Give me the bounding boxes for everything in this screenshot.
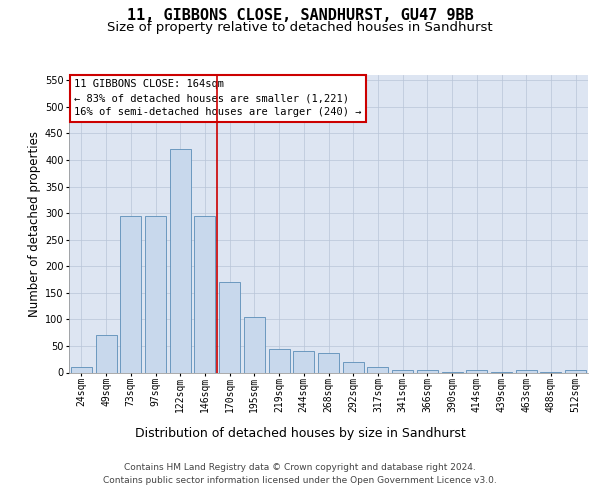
Bar xyxy=(244,316,265,372)
Bar xyxy=(466,370,487,372)
Text: Size of property relative to detached houses in Sandhurst: Size of property relative to detached ho… xyxy=(107,21,493,34)
Bar xyxy=(516,370,537,372)
Text: 11 GIBBONS CLOSE: 164sqm
← 83% of detached houses are smaller (1,221)
16% of sem: 11 GIBBONS CLOSE: 164sqm ← 83% of detach… xyxy=(74,80,362,118)
Bar xyxy=(318,353,339,372)
Bar xyxy=(417,370,438,372)
Bar xyxy=(71,367,92,372)
Bar xyxy=(269,348,290,372)
Bar xyxy=(120,216,141,372)
Bar xyxy=(565,370,586,372)
Bar xyxy=(170,150,191,372)
Bar xyxy=(367,367,388,372)
Bar xyxy=(392,370,413,372)
Bar xyxy=(219,282,240,372)
Text: Contains public sector information licensed under the Open Government Licence v3: Contains public sector information licen… xyxy=(103,476,497,485)
Bar xyxy=(343,362,364,372)
Text: Distribution of detached houses by size in Sandhurst: Distribution of detached houses by size … xyxy=(134,428,466,440)
Text: 11, GIBBONS CLOSE, SANDHURST, GU47 9BB: 11, GIBBONS CLOSE, SANDHURST, GU47 9BB xyxy=(127,8,473,22)
Bar xyxy=(95,336,116,372)
Bar xyxy=(194,216,215,372)
Text: Contains HM Land Registry data © Crown copyright and database right 2024.: Contains HM Land Registry data © Crown c… xyxy=(124,462,476,471)
Y-axis label: Number of detached properties: Number of detached properties xyxy=(28,130,41,317)
Bar xyxy=(293,351,314,372)
Bar xyxy=(145,216,166,372)
